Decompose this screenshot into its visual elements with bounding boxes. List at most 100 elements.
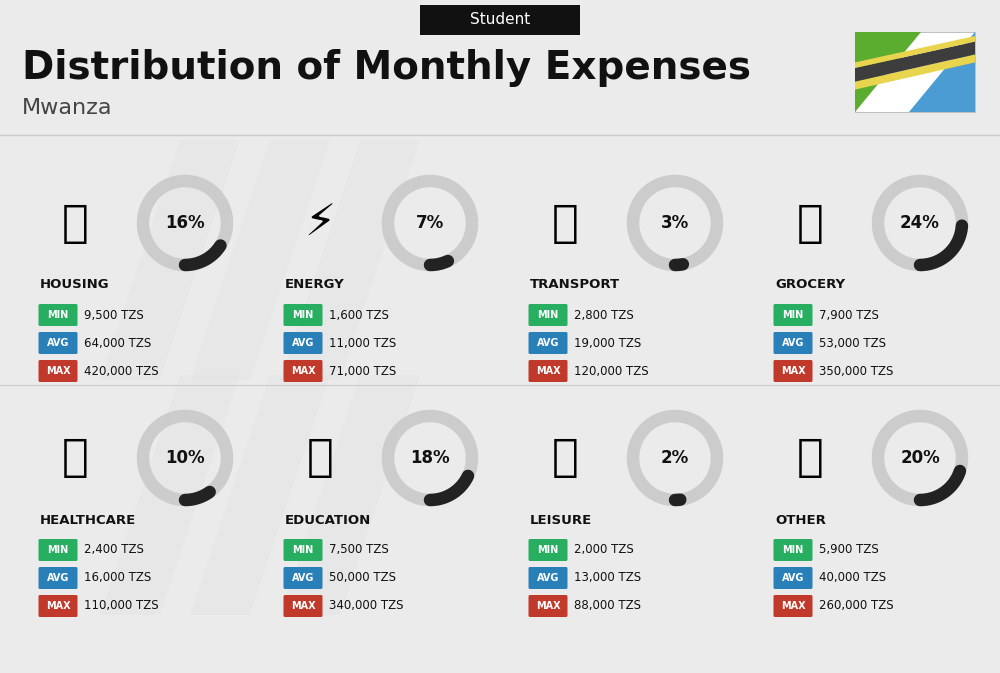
Text: Distribution of Monthly Expenses: Distribution of Monthly Expenses bbox=[22, 49, 751, 87]
Text: 64,000 TZS: 64,000 TZS bbox=[84, 336, 151, 349]
Text: 5,900 TZS: 5,900 TZS bbox=[819, 544, 879, 557]
Text: MIN: MIN bbox=[537, 310, 559, 320]
Text: AVG: AVG bbox=[47, 338, 69, 348]
Text: OTHER: OTHER bbox=[775, 513, 826, 526]
Text: MAX: MAX bbox=[46, 366, 70, 376]
FancyBboxPatch shape bbox=[774, 304, 812, 326]
Text: TRANSPORT: TRANSPORT bbox=[530, 279, 620, 291]
Text: Student: Student bbox=[470, 13, 530, 28]
Text: 9,500 TZS: 9,500 TZS bbox=[84, 308, 144, 322]
FancyBboxPatch shape bbox=[774, 539, 812, 561]
Text: 24%: 24% bbox=[900, 214, 940, 232]
FancyBboxPatch shape bbox=[528, 539, 568, 561]
FancyBboxPatch shape bbox=[38, 595, 78, 617]
Text: 🛒: 🛒 bbox=[797, 201, 823, 244]
FancyBboxPatch shape bbox=[38, 567, 78, 589]
Text: 2,400 TZS: 2,400 TZS bbox=[84, 544, 144, 557]
Text: 🛍: 🛍 bbox=[552, 437, 578, 479]
Text: HOUSING: HOUSING bbox=[40, 279, 110, 291]
Text: 10%: 10% bbox=[165, 449, 205, 467]
Polygon shape bbox=[855, 55, 975, 90]
Text: AVG: AVG bbox=[782, 573, 804, 583]
Polygon shape bbox=[280, 140, 420, 380]
Polygon shape bbox=[855, 32, 921, 112]
Text: 110,000 TZS: 110,000 TZS bbox=[84, 600, 159, 612]
Text: 7,900 TZS: 7,900 TZS bbox=[819, 308, 879, 322]
FancyBboxPatch shape bbox=[38, 539, 78, 561]
Polygon shape bbox=[855, 36, 975, 68]
Text: EDUCATION: EDUCATION bbox=[285, 513, 371, 526]
Text: 13,000 TZS: 13,000 TZS bbox=[574, 571, 641, 584]
Polygon shape bbox=[280, 375, 420, 615]
Text: MIN: MIN bbox=[292, 545, 314, 555]
Text: Mwanza: Mwanza bbox=[22, 98, 112, 118]
Text: 7,500 TZS: 7,500 TZS bbox=[329, 544, 389, 557]
Text: 40,000 TZS: 40,000 TZS bbox=[819, 571, 886, 584]
Text: 💊: 💊 bbox=[62, 437, 88, 479]
Text: MAX: MAX bbox=[291, 366, 315, 376]
Polygon shape bbox=[909, 32, 975, 112]
Text: AVG: AVG bbox=[292, 573, 314, 583]
Text: ENERGY: ENERGY bbox=[285, 279, 345, 291]
Text: HEALTHCARE: HEALTHCARE bbox=[40, 513, 136, 526]
FancyBboxPatch shape bbox=[774, 595, 812, 617]
Text: 20%: 20% bbox=[900, 449, 940, 467]
Text: GROCERY: GROCERY bbox=[775, 279, 845, 291]
Polygon shape bbox=[190, 375, 330, 615]
Text: 🚌: 🚌 bbox=[552, 201, 578, 244]
Text: MIN: MIN bbox=[47, 545, 69, 555]
Text: 340,000 TZS: 340,000 TZS bbox=[329, 600, 404, 612]
Polygon shape bbox=[190, 140, 330, 380]
FancyBboxPatch shape bbox=[38, 360, 78, 382]
Text: AVG: AVG bbox=[47, 573, 69, 583]
Text: MAX: MAX bbox=[536, 366, 560, 376]
Text: 1,600 TZS: 1,600 TZS bbox=[329, 308, 389, 322]
Text: MIN: MIN bbox=[292, 310, 314, 320]
Text: AVG: AVG bbox=[292, 338, 314, 348]
Text: 3%: 3% bbox=[661, 214, 689, 232]
Text: MIN: MIN bbox=[537, 545, 559, 555]
Text: MAX: MAX bbox=[46, 601, 70, 611]
FancyBboxPatch shape bbox=[528, 360, 568, 382]
Text: 2,000 TZS: 2,000 TZS bbox=[574, 544, 634, 557]
FancyBboxPatch shape bbox=[38, 332, 78, 354]
FancyBboxPatch shape bbox=[284, 332, 322, 354]
Text: MIN: MIN bbox=[782, 545, 804, 555]
Text: 2%: 2% bbox=[661, 449, 689, 467]
FancyBboxPatch shape bbox=[420, 5, 580, 35]
FancyBboxPatch shape bbox=[528, 304, 568, 326]
FancyBboxPatch shape bbox=[284, 539, 322, 561]
FancyBboxPatch shape bbox=[528, 332, 568, 354]
FancyBboxPatch shape bbox=[774, 567, 812, 589]
FancyBboxPatch shape bbox=[855, 32, 975, 112]
Text: MAX: MAX bbox=[781, 366, 805, 376]
Text: 50,000 TZS: 50,000 TZS bbox=[329, 571, 396, 584]
Text: 💰: 💰 bbox=[797, 437, 823, 479]
FancyBboxPatch shape bbox=[284, 595, 322, 617]
FancyBboxPatch shape bbox=[774, 332, 812, 354]
FancyBboxPatch shape bbox=[38, 304, 78, 326]
FancyBboxPatch shape bbox=[774, 360, 812, 382]
Text: 19,000 TZS: 19,000 TZS bbox=[574, 336, 641, 349]
Text: 71,000 TZS: 71,000 TZS bbox=[329, 365, 396, 378]
Text: 350,000 TZS: 350,000 TZS bbox=[819, 365, 893, 378]
Text: AVG: AVG bbox=[537, 338, 559, 348]
Text: 16,000 TZS: 16,000 TZS bbox=[84, 571, 151, 584]
Text: MAX: MAX bbox=[536, 601, 560, 611]
Text: MAX: MAX bbox=[291, 601, 315, 611]
Text: 53,000 TZS: 53,000 TZS bbox=[819, 336, 886, 349]
Text: LEISURE: LEISURE bbox=[530, 513, 592, 526]
Text: 11,000 TZS: 11,000 TZS bbox=[329, 336, 396, 349]
Text: MAX: MAX bbox=[781, 601, 805, 611]
FancyBboxPatch shape bbox=[284, 567, 322, 589]
Polygon shape bbox=[100, 375, 240, 615]
Text: 🎓: 🎓 bbox=[307, 437, 333, 479]
Polygon shape bbox=[100, 140, 240, 380]
Text: 260,000 TZS: 260,000 TZS bbox=[819, 600, 894, 612]
Text: AVG: AVG bbox=[782, 338, 804, 348]
FancyBboxPatch shape bbox=[284, 304, 322, 326]
Text: 2,800 TZS: 2,800 TZS bbox=[574, 308, 634, 322]
Text: ⚡: ⚡ bbox=[304, 201, 336, 244]
Text: AVG: AVG bbox=[537, 573, 559, 583]
FancyBboxPatch shape bbox=[284, 360, 322, 382]
